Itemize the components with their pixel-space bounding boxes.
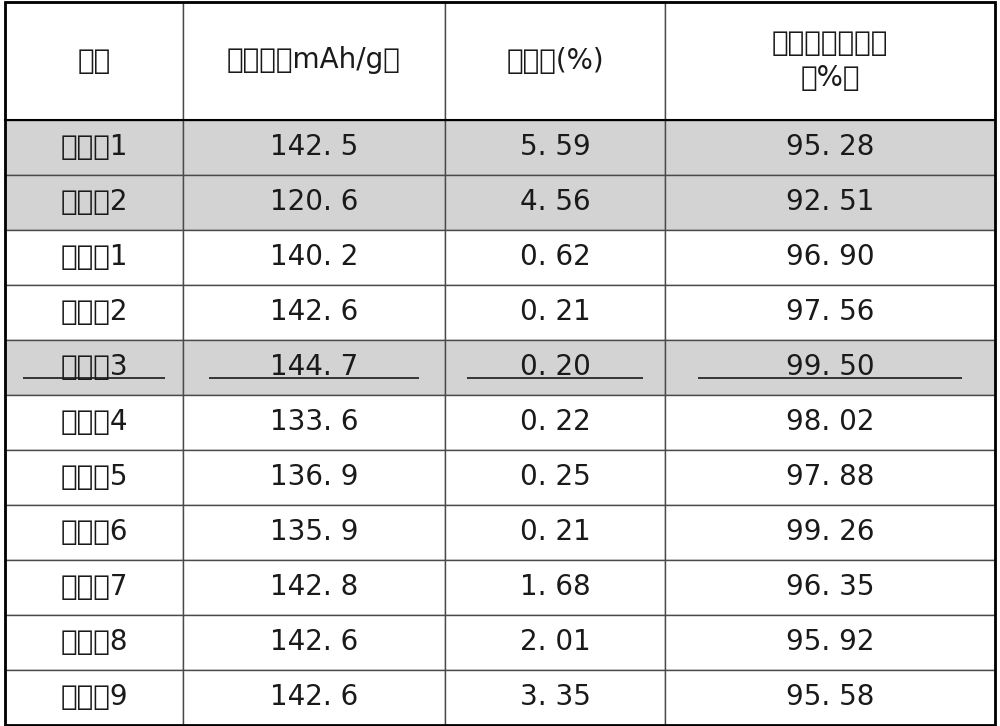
Bar xyxy=(665,394,995,449)
Text: 实施例7: 实施例7 xyxy=(60,573,128,601)
Bar xyxy=(183,174,445,229)
Bar xyxy=(445,560,665,614)
Bar xyxy=(665,614,995,669)
Bar xyxy=(445,340,665,394)
Text: 实施例2: 实施例2 xyxy=(60,298,128,326)
Bar xyxy=(445,614,665,669)
Bar xyxy=(445,394,665,449)
Bar xyxy=(665,340,995,394)
Bar xyxy=(183,505,445,560)
Bar xyxy=(665,174,995,229)
Text: 循环容量保持率
（%）: 循环容量保持率 （%） xyxy=(772,29,888,91)
Text: 0. 62: 0. 62 xyxy=(520,243,590,271)
Text: 0. 21: 0. 21 xyxy=(520,518,590,546)
Bar xyxy=(183,120,445,174)
Bar xyxy=(5,120,183,174)
Text: 短路率(%): 短路率(%) xyxy=(506,46,604,75)
Text: 0. 22: 0. 22 xyxy=(520,408,590,436)
Bar xyxy=(5,174,183,229)
Bar xyxy=(183,560,445,614)
Bar xyxy=(445,229,665,285)
Text: 135. 9: 135. 9 xyxy=(270,518,358,546)
Text: 实施例9: 实施例9 xyxy=(60,683,128,711)
Bar xyxy=(183,614,445,669)
Text: 1. 68: 1. 68 xyxy=(520,573,590,601)
Text: 实施例6: 实施例6 xyxy=(60,518,128,546)
Text: 140. 2: 140. 2 xyxy=(270,243,358,271)
Text: 97. 56: 97. 56 xyxy=(786,298,874,326)
Bar xyxy=(5,340,183,394)
Bar xyxy=(665,120,995,174)
Text: 95. 58: 95. 58 xyxy=(786,683,874,711)
Text: 对照例1: 对照例1 xyxy=(60,133,128,161)
Text: 5. 59: 5. 59 xyxy=(520,133,590,161)
Bar xyxy=(5,285,183,340)
Bar xyxy=(183,394,445,449)
Text: 98. 02: 98. 02 xyxy=(786,408,874,436)
Bar xyxy=(183,340,445,394)
Text: 0. 20: 0. 20 xyxy=(520,353,590,381)
Text: 对照例2: 对照例2 xyxy=(60,188,128,216)
Bar xyxy=(183,1,445,120)
Text: 95. 92: 95. 92 xyxy=(786,628,874,656)
Text: 142. 6: 142. 6 xyxy=(270,683,358,711)
Bar xyxy=(665,560,995,614)
Text: 133. 6: 133. 6 xyxy=(270,408,358,436)
Text: 实施例3: 实施例3 xyxy=(60,353,128,381)
Text: 实施例8: 实施例8 xyxy=(60,628,128,656)
Bar xyxy=(445,285,665,340)
Bar xyxy=(5,669,183,725)
Text: 克容量（mAh/g）: 克容量（mAh/g） xyxy=(227,46,401,75)
Text: 3. 35: 3. 35 xyxy=(520,683,590,711)
Bar xyxy=(445,1,665,120)
Bar xyxy=(445,505,665,560)
Text: 项目: 项目 xyxy=(77,46,111,75)
Text: 142. 6: 142. 6 xyxy=(270,628,358,656)
Text: 99. 26: 99. 26 xyxy=(786,518,874,546)
Text: 0. 21: 0. 21 xyxy=(520,298,590,326)
Bar xyxy=(183,285,445,340)
Bar xyxy=(665,505,995,560)
Bar xyxy=(5,449,183,505)
Text: 144. 7: 144. 7 xyxy=(270,353,358,381)
Text: 实施例4: 实施例4 xyxy=(60,408,128,436)
Bar xyxy=(5,229,183,285)
Text: 142. 8: 142. 8 xyxy=(270,573,358,601)
Text: 96. 90: 96. 90 xyxy=(786,243,874,271)
Text: 99. 50: 99. 50 xyxy=(786,353,874,381)
Bar xyxy=(445,669,665,725)
Text: 97. 88: 97. 88 xyxy=(786,463,874,491)
Text: 95. 28: 95. 28 xyxy=(786,133,874,161)
Text: 142. 5: 142. 5 xyxy=(270,133,358,161)
Text: 136. 9: 136. 9 xyxy=(270,463,358,491)
Text: 120. 6: 120. 6 xyxy=(270,188,358,216)
Bar xyxy=(183,229,445,285)
Bar xyxy=(5,394,183,449)
Bar xyxy=(183,669,445,725)
Bar xyxy=(445,120,665,174)
Bar xyxy=(5,505,183,560)
Text: 2. 01: 2. 01 xyxy=(520,628,590,656)
Text: 92. 51: 92. 51 xyxy=(786,188,874,216)
Text: 96. 35: 96. 35 xyxy=(786,573,874,601)
Bar xyxy=(665,1,995,120)
Text: 实施例1: 实施例1 xyxy=(60,243,128,271)
Text: 142. 6: 142. 6 xyxy=(270,298,358,326)
Bar xyxy=(5,1,183,120)
Text: 4. 56: 4. 56 xyxy=(520,188,590,216)
Text: 0. 25: 0. 25 xyxy=(520,463,590,491)
Bar xyxy=(183,449,445,505)
Bar xyxy=(5,560,183,614)
Bar xyxy=(665,229,995,285)
Bar xyxy=(5,614,183,669)
Bar xyxy=(665,285,995,340)
Bar xyxy=(665,449,995,505)
Bar xyxy=(445,174,665,229)
Text: 实施例5: 实施例5 xyxy=(60,463,128,491)
Bar xyxy=(445,449,665,505)
Bar xyxy=(665,669,995,725)
